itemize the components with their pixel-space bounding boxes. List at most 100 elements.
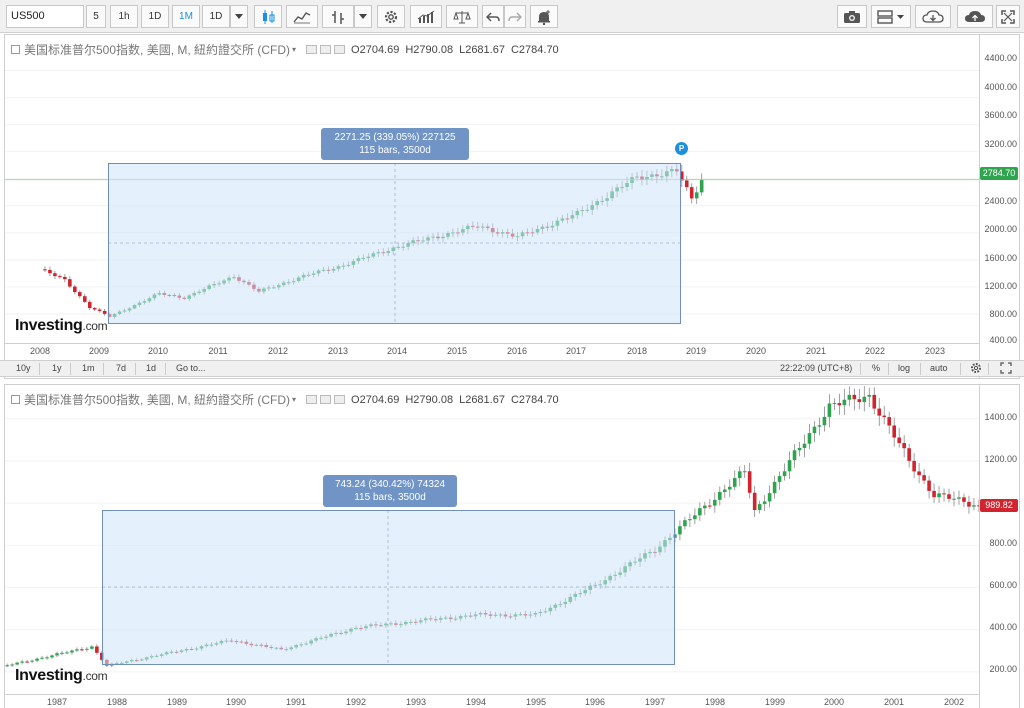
- candle-body: [807, 433, 812, 444]
- redo-icon[interactable]: [504, 5, 526, 28]
- measure-range-box[interactable]: [108, 163, 681, 324]
- go-to-date-button[interactable]: Go to...: [176, 363, 206, 373]
- interval-5-button[interactable]: 5: [86, 5, 106, 28]
- range-1m-button[interactable]: 1m: [82, 363, 95, 373]
- top-time-axis[interactable]: 2008 2009 2010 2011 2012 2013 2014 2015 …: [5, 343, 979, 358]
- time-tick: 2014: [386, 346, 408, 356]
- position-marker-icon[interactable]: P: [675, 142, 688, 155]
- candle-body: [732, 478, 737, 487]
- interval-1d-button[interactable]: 1D: [141, 5, 169, 28]
- candle-body: [717, 491, 722, 500]
- candle-body: [55, 653, 59, 656]
- range-1y-button[interactable]: 1y: [52, 363, 62, 373]
- interval-1h-button[interactable]: 1h: [110, 5, 138, 28]
- auto-scale-toggle[interactable]: auto: [930, 363, 948, 373]
- candle-body: [862, 396, 867, 403]
- candle-body: [887, 417, 892, 426]
- bottom-chart-panel[interactable]: 美国标准普尔500指数, 美國, M, 紐約證交所 (CFD) ▾ O2704.6…: [4, 384, 1020, 708]
- title-chevron-down-icon[interactable]: ▾: [292, 395, 297, 404]
- candle-body: [742, 471, 747, 473]
- top-chart-panel[interactable]: 美国标准普尔500指数, 美國, M, 紐約證交所 (CFD) ▾ O2704.6…: [4, 34, 1020, 379]
- candle-body: [684, 180, 689, 188]
- candle-body: [90, 646, 94, 649]
- indicators-icon[interactable]: [410, 5, 442, 28]
- candle-body: [722, 489, 727, 492]
- log-scale-toggle[interactable]: log: [898, 363, 911, 373]
- cloud-download-icon[interactable]: [915, 5, 951, 28]
- candle-body: [902, 443, 906, 449]
- ohlc-low: L2681.67: [459, 43, 505, 56]
- bottom-chart-title: 美国标准普尔500指数, 美國, M, 紐約證交所 (CFD): [24, 393, 291, 407]
- scale-icon[interactable]: [446, 5, 478, 28]
- candle-body: [797, 447, 802, 451]
- range-7d-button[interactable]: 7d: [116, 363, 127, 373]
- interval-chevron-down-icon[interactable]: [230, 5, 248, 28]
- cloud-upload-icon[interactable]: [957, 5, 993, 28]
- legend-tool-icons[interactable]: [306, 45, 346, 54]
- price-tick: 1400.00: [984, 412, 1017, 422]
- candle-body: [812, 426, 817, 434]
- price-tick: 800.00: [989, 538, 1017, 548]
- candle-body: [15, 662, 19, 665]
- candle-body: [727, 486, 732, 490]
- legend-tool-icons[interactable]: [306, 395, 346, 404]
- candle-body: [102, 310, 107, 314]
- time-tick: 1990: [225, 697, 247, 707]
- time-tick: 1997: [644, 697, 666, 707]
- alert-icon[interactable]: [530, 5, 558, 28]
- collapse-legend-icon[interactable]: [11, 395, 20, 404]
- candle-body: [40, 657, 44, 659]
- chart-toolbar: US500 5 1h 1D 1M 1D: [0, 0, 1024, 33]
- bottom-price-axis[interactable]: 1400.00 1200.00 800.00 600.00 400.00 200…: [979, 385, 1019, 708]
- camera-icon[interactable]: [837, 5, 867, 28]
- candle-body: [897, 437, 901, 444]
- time-tick: 2019: [685, 346, 707, 356]
- fullscreen-toggle-icon[interactable]: [1000, 362, 1012, 376]
- time-tick: 2010: [147, 346, 169, 356]
- range-1d-button[interactable]: 1d: [146, 363, 157, 373]
- candlestick-icon[interactable]: [254, 5, 282, 28]
- time-tick: 2002: [943, 697, 965, 707]
- line-chart-icon[interactable]: [286, 5, 318, 28]
- symbol-input[interactable]: US500: [6, 5, 84, 28]
- bottom-chart-legend: 美国标准普尔500指数, 美國, M, 紐約證交所 (CFD) ▾ O2704.6…: [11, 391, 565, 408]
- layout-icon[interactable]: [871, 5, 911, 28]
- collapse-legend-icon[interactable]: [11, 45, 20, 54]
- bottom-time-axis[interactable]: 1987 1988 1989 1990 1991 1992 1993 1994 …: [5, 694, 979, 708]
- top-price-axis[interactable]: 4400.00 4000.00 3600.00 3200.00 2400.00 …: [979, 35, 1019, 378]
- time-tick: 2013: [327, 346, 349, 356]
- measure-range-box[interactable]: [102, 510, 675, 665]
- percent-scale-toggle[interactable]: %: [872, 363, 881, 373]
- scale-settings-gear-icon[interactable]: [970, 362, 982, 376]
- ohlc-high: H2790.08: [405, 43, 454, 56]
- candle-body: [688, 519, 692, 521]
- candle-body: [82, 296, 87, 302]
- undo-icon[interactable]: [482, 5, 504, 28]
- measure-info-label: 2271.25 (339.05%) 227125 115 bars, 3500d: [321, 128, 469, 160]
- bar-style-chevron-down-icon[interactable]: [354, 5, 372, 28]
- bar-style-icon[interactable]: [322, 5, 354, 28]
- time-tick: 1996: [584, 697, 606, 707]
- time-tick: 2011: [208, 346, 228, 356]
- candle-body: [703, 505, 707, 509]
- candle-body: [25, 661, 29, 663]
- candle-body: [10, 664, 14, 666]
- interval-dropdown-button[interactable]: 1D: [202, 5, 230, 28]
- interval-1m-button[interactable]: 1M: [172, 5, 200, 28]
- title-chevron-down-icon[interactable]: ▾: [292, 45, 297, 54]
- candle-body: [782, 471, 787, 477]
- investing-logo: Investing.com: [15, 317, 108, 334]
- price-tick: 200.00: [989, 664, 1017, 674]
- measure-bars-text: 115 bars, 3500d: [354, 492, 426, 503]
- price-tick: 4400.00: [984, 53, 1017, 63]
- fullscreen-icon[interactable]: [996, 5, 1020, 28]
- price-tick: 2400.00: [984, 196, 1017, 206]
- candle-body: [757, 504, 762, 511]
- time-tick: 2023: [924, 346, 946, 356]
- range-10y-button[interactable]: 10y: [16, 363, 31, 373]
- settings-gear-icon[interactable]: [377, 5, 405, 28]
- candle-body: [937, 493, 941, 498]
- candle-body: [48, 269, 52, 274]
- candle-body: [85, 648, 89, 650]
- candle-body: [877, 408, 882, 416]
